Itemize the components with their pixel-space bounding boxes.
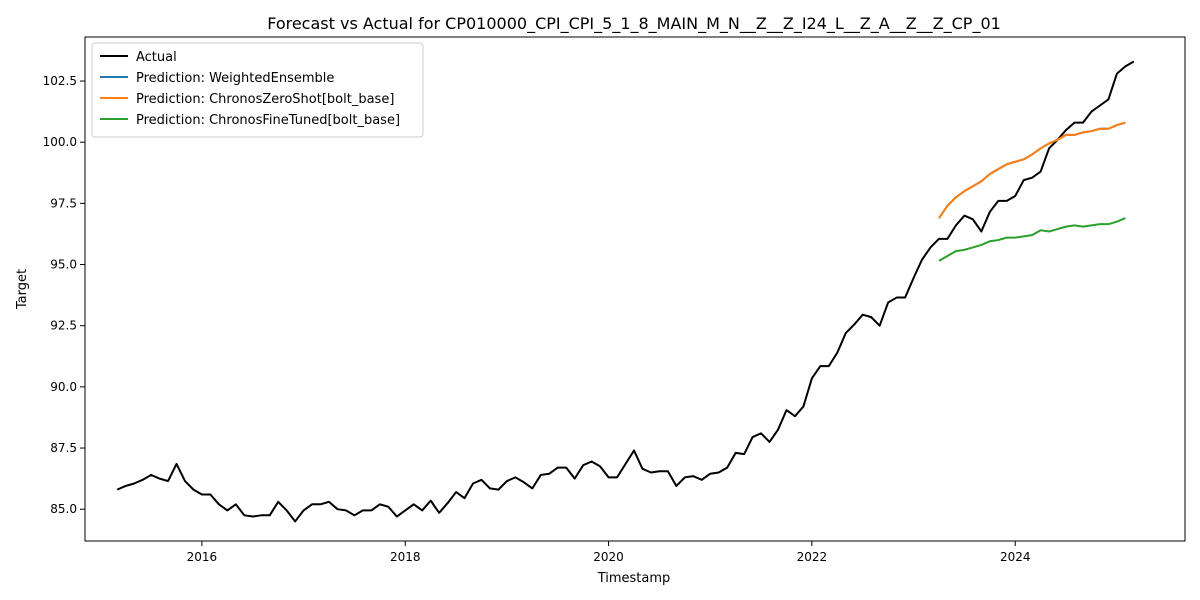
- x-tick-label: 2020: [593, 550, 624, 564]
- x-axis: 2016 2018 2020 2022 2024: [187, 541, 1031, 564]
- legend-label-0: Actual: [136, 50, 177, 65]
- y-tick-label: 90.0: [50, 380, 77, 394]
- y-tick-label: 100.0: [43, 135, 77, 149]
- y-tick-label: 102.5: [43, 74, 77, 88]
- plot-frame: [84, 36, 1186, 542]
- y-tick-label: 87.5: [50, 441, 77, 455]
- legend-box: [91, 42, 424, 138]
- series-layer: [116, 60, 1135, 523]
- x-tick-label: 2016: [187, 550, 218, 564]
- legend-label-2: Prediction: ChronosZeroShot[bolt_base]: [136, 92, 394, 107]
- y-tick-label: 85.0: [50, 502, 77, 516]
- y-tick-label: 95.0: [50, 258, 77, 272]
- series-line-3: [938, 217, 1126, 262]
- x-tick-label: 2024: [1000, 550, 1031, 564]
- legend-label-3: Prediction: ChronosFineTuned[bolt_base]: [136, 113, 400, 128]
- chart-title: Forecast vs Actual for CP010000_CPI_CPI_…: [267, 14, 1001, 34]
- x-axis-label: Timestamp: [597, 571, 671, 586]
- y-axis: 85.0 87.5 90.0 92.5 95.0 97.5 100.0 102.5: [43, 74, 85, 516]
- y-axis-label: Target: [15, 269, 30, 310]
- legend: Actual Prediction: WeightedEnsemble Predic…: [91, 42, 424, 138]
- legend-label-1: Prediction: WeightedEnsemble: [136, 71, 334, 86]
- y-tick-label: 97.5: [50, 196, 77, 210]
- x-tick-label: 2018: [390, 550, 421, 564]
- x-tick-label: 2022: [797, 550, 828, 564]
- y-tick-label: 92.5: [50, 319, 77, 333]
- series-line-0: [116, 60, 1135, 523]
- series-line-2: [938, 121, 1126, 219]
